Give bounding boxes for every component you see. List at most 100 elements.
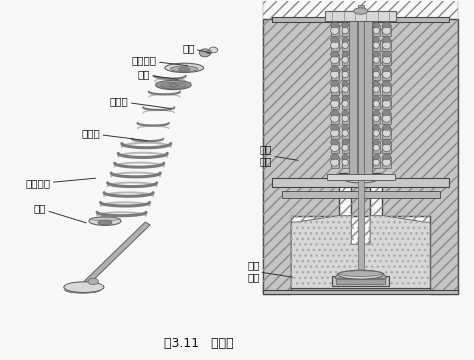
Ellipse shape [373, 42, 379, 49]
Bar [342, 54, 348, 65]
Bar [357, 12, 365, 180]
Text: 气门
座圈: 气门 座圈 [247, 260, 292, 282]
Ellipse shape [383, 22, 391, 28]
Ellipse shape [342, 96, 348, 101]
Ellipse shape [373, 154, 379, 159]
Bar [330, 113, 339, 124]
Ellipse shape [342, 100, 348, 107]
Ellipse shape [199, 49, 210, 57]
Text: 气门
导管: 气门 导管 [260, 144, 298, 166]
Bar [330, 54, 339, 65]
Ellipse shape [90, 217, 120, 221]
Ellipse shape [330, 81, 339, 86]
Ellipse shape [373, 86, 379, 93]
Bar [342, 142, 348, 153]
Ellipse shape [383, 85, 391, 93]
Bar [156, 82, 191, 87]
Ellipse shape [330, 154, 339, 159]
Bar [383, 113, 391, 124]
Ellipse shape [330, 139, 339, 145]
Bar [330, 25, 339, 36]
Bar [374, 157, 380, 168]
Ellipse shape [165, 63, 203, 72]
Ellipse shape [160, 82, 186, 89]
Ellipse shape [383, 158, 391, 166]
Ellipse shape [342, 115, 348, 122]
Ellipse shape [373, 81, 379, 86]
Bar [291, 212, 430, 294]
Ellipse shape [342, 140, 348, 145]
Ellipse shape [339, 271, 382, 276]
Text: 油封: 油封 [137, 69, 178, 80]
Ellipse shape [373, 140, 379, 145]
Bar [342, 127, 348, 139]
Text: 弹簧座圈: 弹簧座圈 [132, 55, 188, 66]
Ellipse shape [342, 111, 348, 115]
Ellipse shape [209, 47, 218, 53]
Bar [330, 40, 339, 51]
Bar [330, 127, 339, 139]
Ellipse shape [342, 144, 348, 151]
Bar [330, 98, 339, 109]
Bar [342, 157, 348, 168]
Ellipse shape [342, 159, 348, 166]
Ellipse shape [383, 139, 391, 145]
Bar [357, 5, 364, 273]
Ellipse shape [65, 287, 100, 293]
Ellipse shape [342, 67, 348, 71]
Ellipse shape [373, 37, 379, 42]
Ellipse shape [383, 41, 391, 49]
Bar [263, 290, 458, 294]
Ellipse shape [342, 27, 348, 34]
Ellipse shape [342, 23, 348, 27]
Ellipse shape [373, 57, 379, 63]
Ellipse shape [178, 67, 190, 71]
Ellipse shape [373, 23, 379, 27]
Bar [374, 25, 380, 36]
Bar [383, 25, 391, 36]
Ellipse shape [373, 115, 379, 122]
Bar [383, 69, 391, 80]
Ellipse shape [330, 37, 339, 42]
Ellipse shape [330, 129, 339, 137]
Ellipse shape [338, 270, 383, 279]
Ellipse shape [330, 56, 339, 64]
Ellipse shape [342, 154, 348, 159]
Ellipse shape [373, 111, 379, 115]
Bar [383, 127, 391, 139]
Ellipse shape [330, 144, 339, 152]
Ellipse shape [354, 8, 368, 14]
Ellipse shape [383, 95, 391, 101]
Ellipse shape [156, 80, 191, 90]
Ellipse shape [373, 27, 379, 34]
Polygon shape [291, 216, 430, 294]
Ellipse shape [342, 57, 348, 63]
Bar [325, 11, 396, 21]
Bar [374, 54, 380, 65]
Ellipse shape [383, 144, 391, 152]
Bar [374, 98, 380, 109]
Ellipse shape [342, 52, 348, 57]
Bar [330, 142, 339, 153]
Ellipse shape [171, 66, 198, 72]
Ellipse shape [383, 81, 391, 86]
Ellipse shape [330, 114, 339, 122]
Text: 内弹簧: 内弹簧 [110, 96, 171, 109]
Ellipse shape [330, 158, 339, 166]
Ellipse shape [342, 125, 348, 130]
Bar [330, 69, 339, 80]
Ellipse shape [342, 86, 348, 93]
Bar [342, 113, 348, 124]
Ellipse shape [98, 220, 112, 225]
Ellipse shape [383, 51, 391, 57]
Bar [336, 279, 385, 284]
Polygon shape [263, 19, 458, 294]
Bar [374, 69, 380, 80]
Bar [330, 157, 339, 168]
Ellipse shape [373, 144, 379, 151]
Bar [273, 17, 449, 22]
Bar [383, 157, 391, 168]
Bar [330, 84, 339, 95]
Ellipse shape [373, 125, 379, 130]
Bar [342, 69, 348, 80]
